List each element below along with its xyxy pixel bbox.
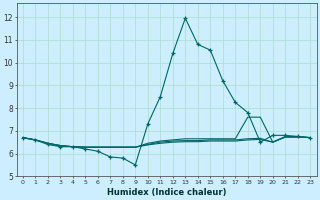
X-axis label: Humidex (Indice chaleur): Humidex (Indice chaleur) <box>107 188 226 197</box>
